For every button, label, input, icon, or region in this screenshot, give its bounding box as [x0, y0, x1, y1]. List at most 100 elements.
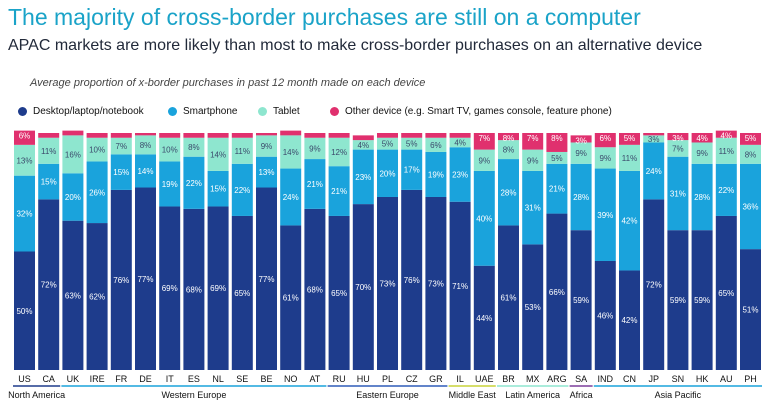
bar-segment-no-3	[280, 130, 302, 136]
bar-segment-hk-2	[691, 142, 713, 164]
x-tick-label: NO	[284, 374, 298, 384]
data-label: 4%	[696, 134, 708, 143]
bar-segment-ca-3	[38, 133, 60, 138]
bar-segment-hu-1	[352, 149, 374, 205]
data-label: 73%	[379, 279, 395, 288]
data-label: 76%	[404, 276, 420, 285]
bar-segment-arg-1	[546, 163, 568, 214]
data-label: 8%	[551, 134, 563, 143]
x-tick-label: IRE	[90, 374, 105, 384]
bar-segment-il-3	[449, 133, 471, 138]
bar-segment-sa-1	[570, 163, 592, 231]
bar-segment-pl-0	[377, 196, 398, 370]
bar-segment-it-2	[159, 137, 181, 162]
bar-segment-ph-1	[740, 163, 761, 250]
data-label: 11%	[235, 147, 250, 156]
x-tick-label: GR	[429, 374, 443, 384]
data-label: 70%	[355, 283, 371, 292]
bar-segment-cn-3	[619, 133, 640, 145]
x-tick-label: IT	[166, 374, 175, 384]
bar-segment-gr-1	[425, 151, 447, 197]
bar-segment-uk-2	[62, 135, 84, 174]
bar-segment-au-1	[715, 163, 737, 216]
bar-segment-il-2	[449, 137, 471, 148]
bar-segment-uk-1	[62, 173, 84, 221]
data-label: 19%	[428, 170, 444, 179]
data-label: 9%	[527, 156, 539, 165]
bar-segment-be-3	[256, 133, 277, 136]
data-label: 21%	[549, 185, 565, 194]
region-label: Asia Pacific	[655, 390, 702, 400]
data-label: 5%	[406, 140, 418, 149]
data-label: 9%	[479, 156, 491, 165]
data-label: 22%	[186, 179, 202, 188]
data-label: 11%	[41, 147, 56, 156]
data-label: 16%	[65, 150, 81, 159]
bar-segment-it-3	[159, 133, 181, 138]
x-tick-label: BE	[260, 374, 272, 384]
bar-segment-sa-3	[570, 135, 592, 143]
data-label: 59%	[694, 296, 710, 305]
data-label: 68%	[307, 285, 323, 294]
data-label: 3%	[575, 136, 587, 145]
bar-segment-ru-3	[328, 133, 350, 138]
bar-segment-hk-0	[691, 230, 713, 370]
x-tick-label: ARG	[547, 374, 567, 384]
bar-segment-ca-1	[38, 163, 60, 200]
data-label: 9%	[261, 142, 273, 151]
bar-segment-fr-0	[110, 189, 132, 370]
bar-segment-us-0	[14, 251, 35, 370]
chart-note: Average proportion of x-border purchases…	[30, 77, 426, 89]
data-label: 44%	[476, 314, 492, 323]
bar-segment-es-3	[183, 133, 205, 138]
data-label: 20%	[379, 169, 395, 178]
bar-segment-ph-0	[740, 249, 761, 370]
data-label: 31%	[525, 204, 541, 213]
legend-label: Tablet	[273, 106, 300, 117]
x-tick-label: NL	[212, 374, 224, 384]
legend-label: Smartphone	[183, 106, 238, 117]
data-label: 22%	[234, 186, 250, 195]
region-label: Western Europe	[161, 390, 226, 400]
bar-segment-jp-0	[643, 199, 665, 370]
bar-segment-jp-2	[643, 135, 665, 143]
bar-segment-ca-2	[38, 137, 60, 164]
bar-segment-it-0	[159, 206, 181, 370]
data-label: 65%	[234, 289, 250, 298]
bar-segment-ire-2	[86, 137, 108, 162]
bar-segment-mx-2	[522, 149, 544, 171]
x-tick-label: ES	[188, 374, 200, 384]
x-tick-label: HU	[357, 374, 370, 384]
data-label: 9%	[575, 149, 587, 158]
legend-swatch	[18, 107, 27, 116]
data-label: 28%	[694, 193, 710, 202]
region-label: Eastern Europe	[356, 390, 419, 400]
data-label: 13%	[16, 156, 32, 165]
data-label: 76%	[113, 276, 129, 285]
bar-segment-ind-3	[594, 133, 616, 148]
data-label: 26%	[89, 188, 105, 197]
bar-segment-pl-2	[377, 137, 398, 150]
x-tick-label: IND	[598, 374, 614, 384]
data-label: 8%	[503, 146, 515, 155]
x-tick-label: UK	[67, 374, 80, 384]
legend-swatch	[330, 107, 339, 116]
bar-segment-ire-1	[86, 161, 108, 224]
bar-segment-se-3	[231, 133, 253, 138]
data-label: 17%	[404, 166, 420, 175]
data-label: 3%	[672, 134, 684, 143]
bar-segment-jp-3	[643, 133, 665, 136]
bar-segment-cn-2	[619, 144, 640, 171]
data-label: 62%	[89, 293, 105, 302]
data-label: 50%	[16, 307, 32, 316]
data-label: 14%	[210, 150, 226, 159]
bar-segment-il-1	[449, 147, 471, 202]
data-label: 7%	[116, 142, 128, 151]
data-label: 8%	[188, 143, 200, 152]
bar-segment-es-0	[183, 208, 205, 370]
data-label: 24%	[283, 193, 299, 202]
bar-segment-br-2	[498, 140, 519, 160]
data-label: 11%	[622, 154, 637, 163]
bar-segment-at-3	[304, 133, 326, 138]
